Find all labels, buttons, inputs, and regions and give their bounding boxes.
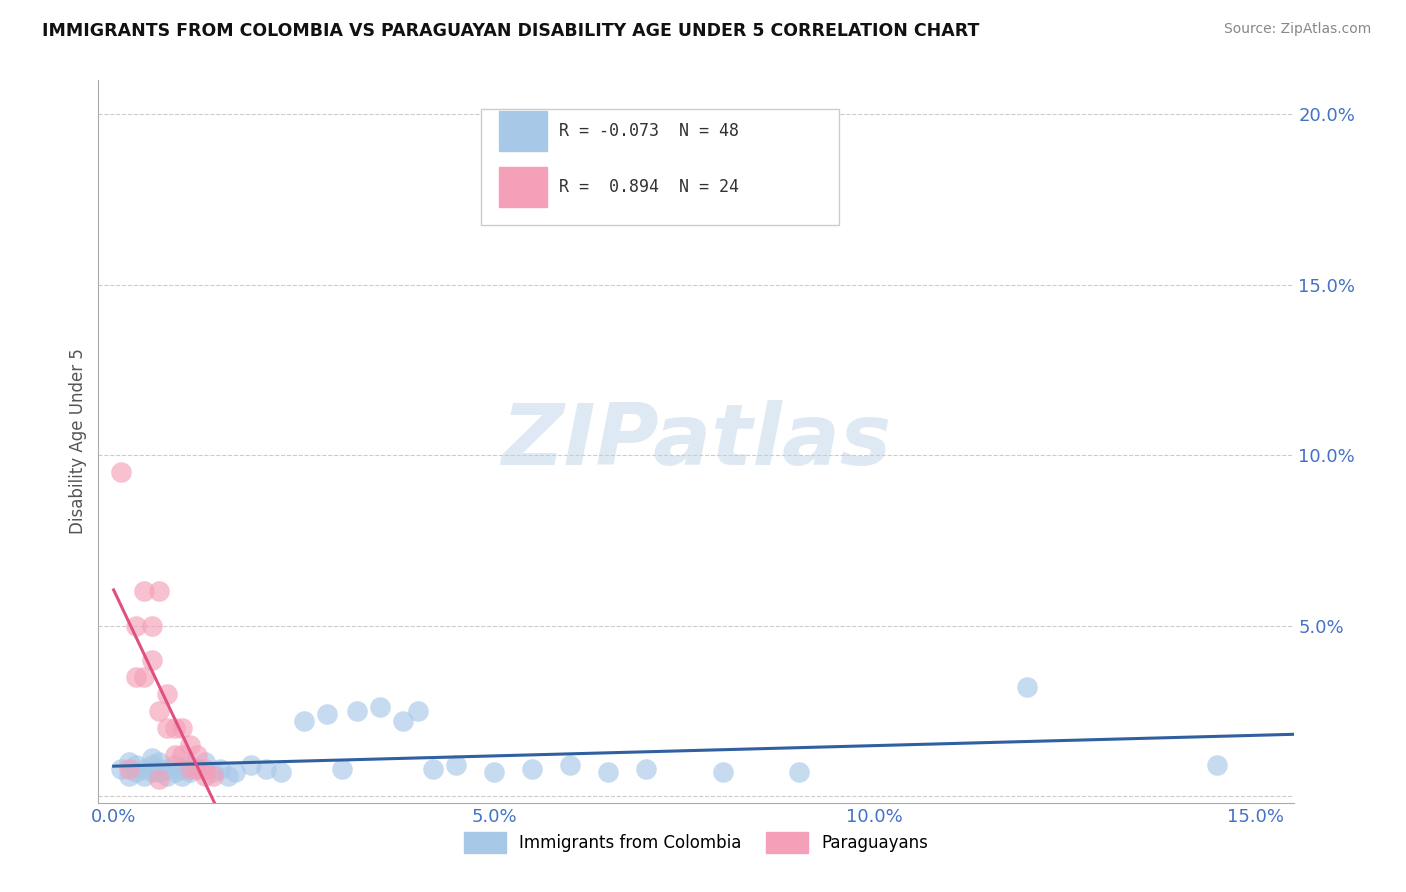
- Paraguayans: [186, 762, 208, 776]
- Immigrants from Colombia: [201, 765, 224, 780]
- Immigrants from Colombia: [330, 762, 353, 776]
- Text: IMMIGRANTS FROM COLOMBIA VS PARAGUAYAN DISABILITY AGE UNDER 5 CORRELATION CHART: IMMIGRANTS FROM COLOMBIA VS PARAGUAYAN D…: [42, 22, 980, 40]
- Paraguayans: [125, 618, 148, 632]
- Paraguayans: [156, 721, 179, 735]
- Bar: [499, 167, 547, 207]
- Paraguayans: [201, 768, 224, 782]
- Immigrants from Colombia: [346, 704, 368, 718]
- Paraguayans: [132, 584, 155, 599]
- Immigrants from Colombia: [270, 765, 292, 780]
- Immigrants from Colombia: [217, 768, 239, 782]
- Immigrants from Colombia: [179, 765, 201, 780]
- Immigrants from Colombia: [787, 765, 810, 780]
- Paraguayans: [179, 762, 201, 776]
- Paraguayans: [148, 704, 170, 718]
- Legend: Immigrants from Colombia, Paraguayans: Immigrants from Colombia, Paraguayans: [457, 826, 935, 860]
- Immigrants from Colombia: [141, 765, 163, 780]
- Immigrants from Colombia: [186, 762, 208, 776]
- Immigrants from Colombia: [1017, 680, 1039, 694]
- Text: R =  0.894  N = 24: R = 0.894 N = 24: [558, 178, 738, 196]
- Immigrants from Colombia: [422, 762, 444, 776]
- Paraguayans: [125, 670, 148, 684]
- Immigrants from Colombia: [444, 758, 467, 772]
- Immigrants from Colombia: [636, 762, 658, 776]
- Paraguayans: [118, 762, 141, 776]
- Immigrants from Colombia: [141, 751, 163, 765]
- Immigrants from Colombia: [163, 765, 186, 780]
- Bar: [499, 112, 547, 151]
- Paraguayans: [156, 687, 179, 701]
- Immigrants from Colombia: [560, 758, 582, 772]
- Immigrants from Colombia: [711, 765, 734, 780]
- Text: ZIPatlas: ZIPatlas: [501, 400, 891, 483]
- Immigrants from Colombia: [118, 768, 141, 782]
- Immigrants from Colombia: [156, 768, 179, 782]
- Immigrants from Colombia: [172, 762, 194, 776]
- Paraguayans: [141, 618, 163, 632]
- Immigrants from Colombia: [148, 755, 170, 769]
- Paraguayans: [186, 748, 208, 763]
- Immigrants from Colombia: [292, 714, 315, 728]
- Paraguayans: [179, 738, 201, 752]
- Paraguayans: [148, 584, 170, 599]
- Immigrants from Colombia: [392, 714, 415, 728]
- Paraguayans: [132, 670, 155, 684]
- Immigrants from Colombia: [1206, 758, 1229, 772]
- Immigrants from Colombia: [254, 762, 277, 776]
- Immigrants from Colombia: [118, 755, 141, 769]
- Immigrants from Colombia: [132, 762, 155, 776]
- Immigrants from Colombia: [148, 765, 170, 780]
- Immigrants from Colombia: [522, 762, 544, 776]
- Paraguayans: [194, 762, 217, 776]
- Y-axis label: Disability Age Under 5: Disability Age Under 5: [69, 349, 87, 534]
- Paraguayans: [163, 721, 186, 735]
- Paraguayans: [163, 748, 186, 763]
- Text: Source: ZipAtlas.com: Source: ZipAtlas.com: [1223, 22, 1371, 37]
- Immigrants from Colombia: [141, 758, 163, 772]
- Immigrants from Colombia: [598, 765, 620, 780]
- Immigrants from Colombia: [406, 704, 429, 718]
- Paraguayans: [194, 768, 217, 782]
- Immigrants from Colombia: [179, 758, 201, 772]
- Immigrants from Colombia: [239, 758, 262, 772]
- Paraguayans: [148, 772, 170, 786]
- Paraguayans: [172, 721, 194, 735]
- Immigrants from Colombia: [209, 762, 232, 776]
- Immigrants from Colombia: [224, 765, 246, 780]
- Immigrants from Colombia: [132, 768, 155, 782]
- Text: R = -0.073  N = 48: R = -0.073 N = 48: [558, 122, 738, 140]
- Immigrants from Colombia: [368, 700, 391, 714]
- Immigrants from Colombia: [125, 765, 148, 780]
- Immigrants from Colombia: [125, 758, 148, 772]
- Immigrants from Colombia: [315, 707, 337, 722]
- Immigrants from Colombia: [484, 765, 506, 780]
- Paraguayans: [141, 653, 163, 667]
- Immigrants from Colombia: [163, 758, 186, 772]
- Immigrants from Colombia: [156, 762, 179, 776]
- Immigrants from Colombia: [148, 762, 170, 776]
- Paraguayans: [110, 465, 132, 479]
- Paraguayans: [172, 748, 194, 763]
- Immigrants from Colombia: [194, 755, 217, 769]
- Immigrants from Colombia: [172, 768, 194, 782]
- Immigrants from Colombia: [110, 762, 132, 776]
- FancyBboxPatch shape: [481, 109, 839, 225]
